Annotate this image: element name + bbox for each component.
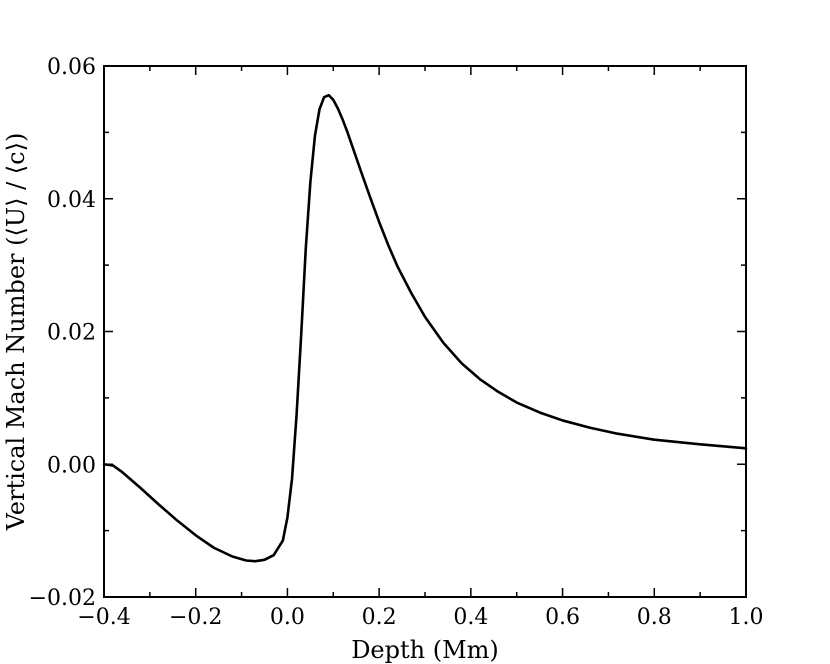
x-tick-label: 0.2 <box>362 605 397 630</box>
y-tick-label: 0.04 <box>47 188 96 213</box>
x-tick-label: −0.2 <box>169 605 222 630</box>
x-tick-label: −0.4 <box>77 605 130 630</box>
tick-labels: −0.4 −0.2 0.0 0.2 0.4 0.6 0.8 1.0 −0.02 0.00 0.02 0… <box>29 55 764 630</box>
x-axis-label: Depth (Mm) <box>351 636 499 664</box>
x-tick-label: 0.4 <box>453 605 488 630</box>
plot-frame <box>103 65 747 598</box>
x-tick-label: 0.0 <box>270 605 305 630</box>
x-tick-label: 0.8 <box>637 605 672 630</box>
x-tick-label: 0.6 <box>545 605 580 630</box>
y-tick-label: 0.06 <box>47 55 96 80</box>
y-tick-label: −0.02 <box>29 586 96 611</box>
y-tick-label: 0.02 <box>47 321 96 346</box>
x-tick-label: 1.0 <box>729 605 764 630</box>
series-line-0 <box>102 93 748 563</box>
series-layer <box>102 93 748 563</box>
y-tick-label: 0.00 <box>47 453 96 478</box>
y-axis-label: Vertical Mach Number (⟨U⟩ / ⟨c⟩) <box>2 133 30 532</box>
